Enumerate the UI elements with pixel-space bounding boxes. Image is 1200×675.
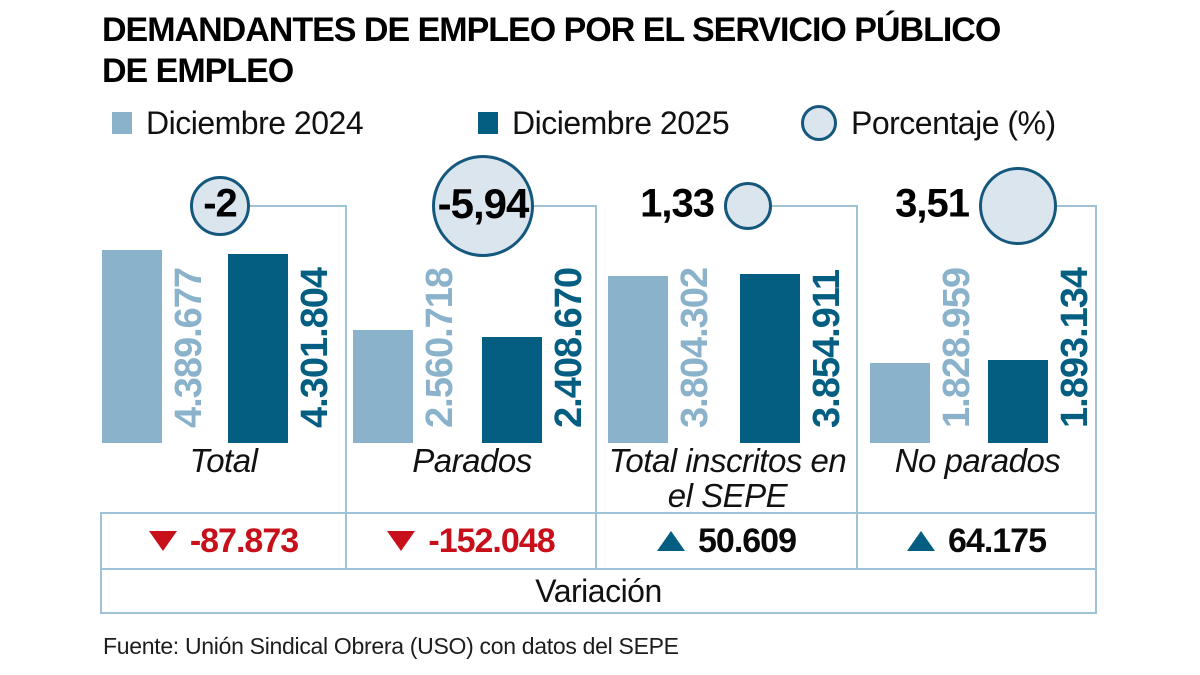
increase-icon: [657, 531, 685, 551]
variation-cell-no-parados: 64.175: [858, 514, 1095, 568]
chart-title-line2: DE EMPLEO: [102, 52, 294, 91]
bar-dic2025-parados: [482, 337, 542, 443]
bar-dic2024-total: [102, 250, 162, 443]
connector-line: [249, 205, 347, 207]
bar-value-2024: 4.389.677: [168, 267, 210, 428]
variation-value: -152.048: [428, 521, 555, 560]
bar-value-2025: 2.408.670: [548, 267, 590, 428]
category-label: No parados: [894, 442, 1061, 479]
percentage-bubble: [190, 176, 250, 236]
bar-dic2024-inscritos: [608, 276, 668, 443]
connector-line: [345, 206, 347, 512]
connector-line: [533, 205, 597, 207]
legend-swatch-2025-icon: [478, 112, 498, 134]
bar-value-2024: 3.804.302: [674, 267, 716, 428]
percentage-label: -2: [203, 181, 238, 226]
connector-line: [1056, 205, 1097, 207]
variation-title-row: Variación: [102, 570, 1095, 612]
bar-value-2025: 4.301.804: [294, 267, 336, 428]
percentage-bubble: [432, 155, 534, 257]
legend-circle-icon: [801, 105, 837, 141]
variation-row-title: Variación: [535, 572, 662, 609]
percentage-bubble: [724, 182, 772, 230]
legend-label-2024: Diciembre 2024: [146, 104, 364, 141]
category-label: Parados: [412, 442, 532, 479]
bar-dic2025-no-parados: [988, 360, 1048, 443]
variation-cell-parados: -152.048: [347, 514, 597, 568]
chart-title-line1: DEMANDANTES DE EMPLEO POR EL SERVICIO PÚ…: [102, 11, 1001, 49]
legend-item-diciembre-2024: Diciembre 2024: [112, 101, 364, 145]
variation-table: -87.873 -152.048 50.609 64.175 Variación: [100, 512, 1097, 614]
decrease-icon: [387, 531, 416, 551]
bar-dic2025-inscritos: [740, 274, 800, 443]
variation-value: 64.175: [948, 521, 1047, 560]
source-note: Fuente: Unión Sindical Obrera (USO) con …: [103, 633, 679, 659]
legend-label-porcentaje: Porcentaje (%): [851, 104, 1056, 141]
bar-value-2025: 1.893.134: [1054, 267, 1096, 428]
connector-line: [856, 206, 858, 512]
bar-dic2024-no-parados: [870, 363, 930, 443]
bar-value-2024: 2.560.718: [419, 267, 461, 428]
legend-swatch-2024-icon: [112, 112, 132, 134]
percentage-label: 1,33: [640, 181, 715, 226]
variation-value: 50.609: [698, 521, 797, 560]
chart-title: DEMANDANTES DE EMPLEO POR EL SERVICIO PÚ…: [102, 10, 1112, 93]
percentage-label: -5,94: [437, 180, 530, 228]
increase-icon: [907, 531, 935, 551]
connector-line: [1095, 206, 1097, 512]
bar-value-2025: 3.854.911: [806, 270, 848, 428]
percentage-bubble: [979, 167, 1057, 245]
variation-values-row: -87.873 -152.048 50.609 64.175: [102, 514, 1095, 570]
variation-cell-total: -87.873: [102, 514, 347, 568]
bar-value-2024: 1.828.959: [936, 267, 978, 428]
variation-value: -87.873: [189, 521, 299, 560]
decrease-icon: [148, 531, 177, 551]
percentage-label: 3,51: [895, 181, 970, 226]
category-label: Total inscritos en el SEPE: [608, 442, 847, 514]
bar-dic2025-total: [228, 254, 288, 443]
legend-item-porcentaje: Porcentaje (%): [801, 101, 1056, 145]
legend-item-diciembre-2025: Diciembre 2025: [478, 101, 730, 145]
bar-dic2024-parados: [353, 330, 413, 443]
category-label: Total: [189, 442, 258, 479]
connector-line: [771, 205, 858, 207]
legend-label-2025: Diciembre 2025: [512, 104, 730, 141]
variation-cell-inscritos: 50.609: [597, 514, 858, 568]
connector-line: [595, 206, 597, 512]
